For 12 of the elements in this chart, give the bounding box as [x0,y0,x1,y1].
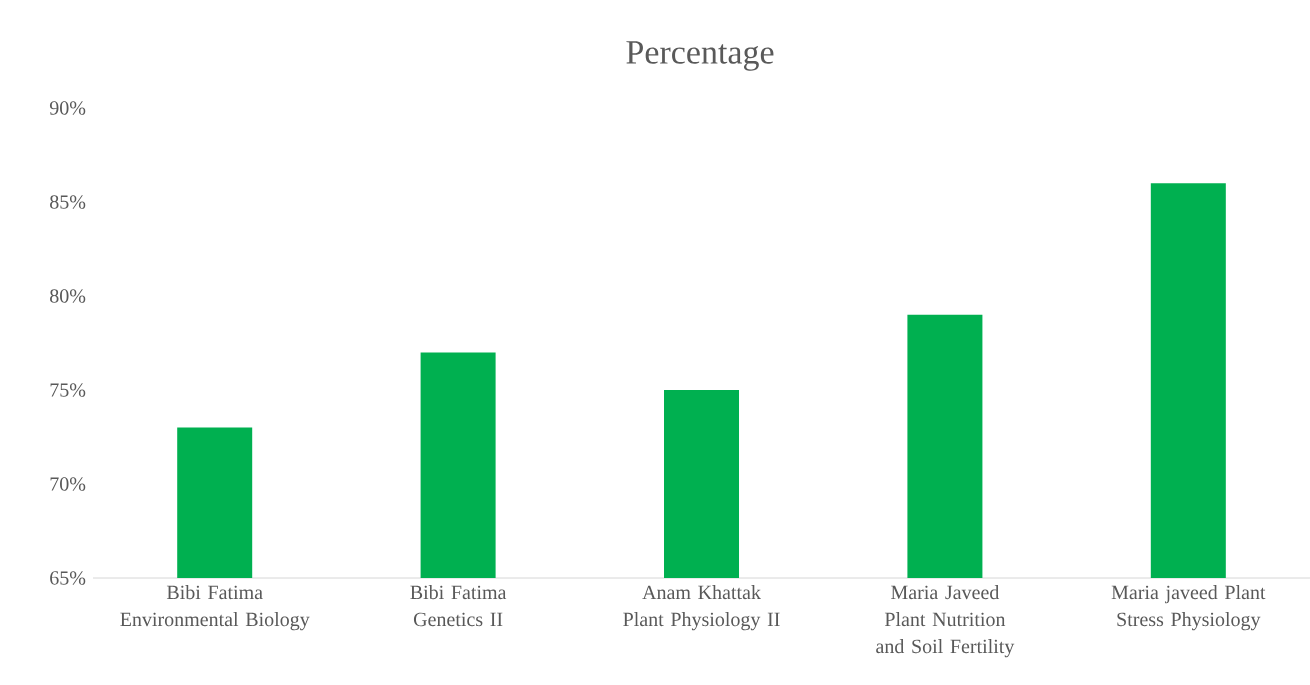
chart-title: Percentage [626,41,774,71]
x-tick-label: Maria javeed Plant Stress Physiology [1111,585,1266,631]
x-tick-label: Maria Javeed Plant Nutrition and Soil Fertility [876,585,1015,658]
x-tick-label: Bibi Fatima Genetics II [410,585,507,627]
y-tick-label: 80% [50,289,86,303]
y-tick-label: 70% [50,477,86,491]
y-tick-label: 75% [50,383,86,397]
y-tick-label: 65% [50,571,86,585]
y-tick-label: 90% [49,101,86,115]
x-tick-label: Anam Khattak Plant Physiology II [623,585,780,631]
x-tick-label: Bibi Fatima Environmental Biology [120,585,310,631]
y-tick-label: 85% [50,195,86,209]
